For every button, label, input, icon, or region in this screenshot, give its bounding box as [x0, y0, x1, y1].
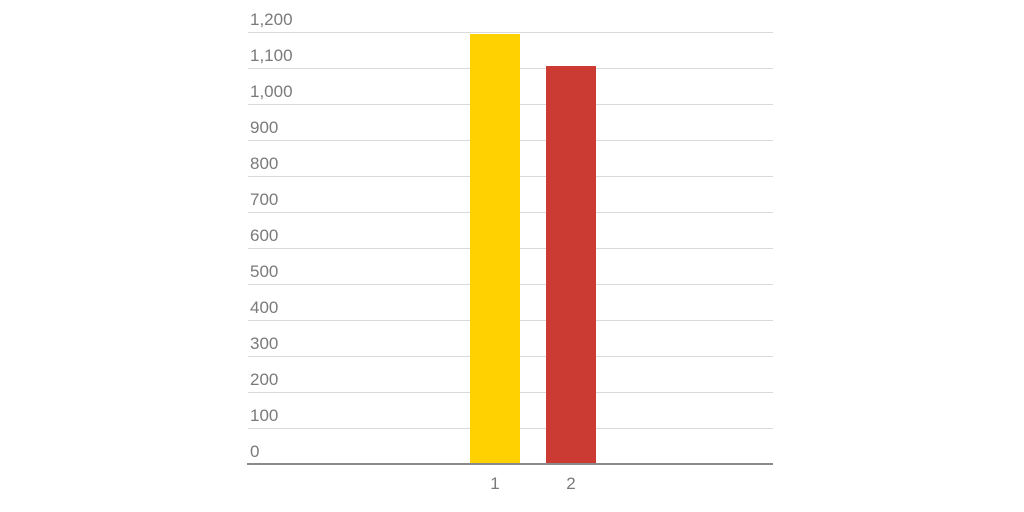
y-tick-label-300: 300 [250, 334, 279, 353]
y-tick-label-1,200: 1,200 [250, 10, 293, 29]
x-category-label-2: 2 [566, 474, 576, 493]
y-tick-label-500: 500 [250, 262, 279, 281]
x-category-label-1: 1 [490, 474, 500, 493]
y-tick-label-1,100: 1,100 [250, 46, 293, 65]
bar-category-2[interactable] [546, 66, 596, 463]
y-tick-label-400: 400 [250, 298, 279, 317]
y-tick-label-200: 200 [250, 370, 279, 389]
y-tick-label-900: 900 [250, 118, 279, 137]
x-axis-line [247, 463, 773, 465]
y-tick-label-800: 800 [250, 154, 279, 173]
y-tick-label-1,000: 1,000 [250, 82, 293, 101]
bar-category-1[interactable] [470, 33, 520, 463]
y-tick-label-700: 700 [250, 190, 279, 209]
gridline-1,200 [248, 31, 773, 33]
y-tick-label-0: 0 [250, 442, 260, 461]
y-tick-label-100: 100 [250, 406, 279, 425]
y-tick-label-600: 600 [250, 226, 279, 245]
